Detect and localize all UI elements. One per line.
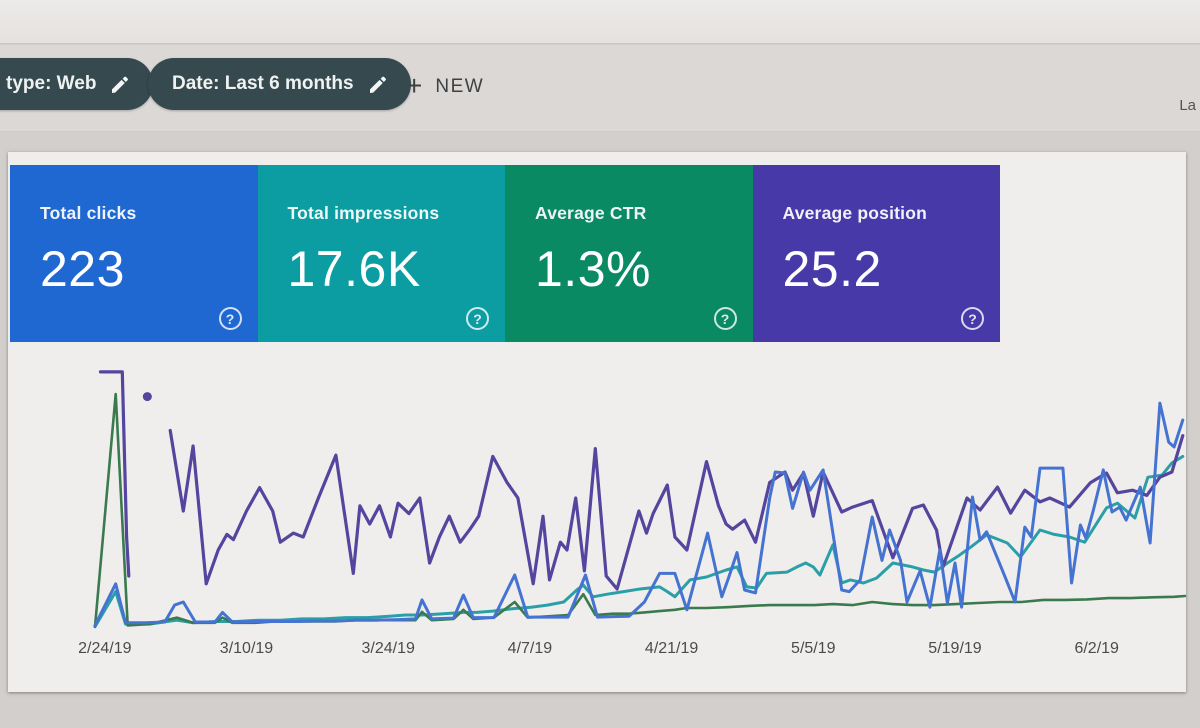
performance-panel: Total clicks 223 ? Total impressions 17.… bbox=[8, 152, 1187, 692]
pencil-icon bbox=[112, 76, 129, 93]
metric-card-value: 1.3% bbox=[535, 241, 651, 297]
new-button-label: NEW bbox=[435, 76, 485, 97]
x-axis-label: 5/19/19 bbox=[928, 640, 982, 657]
metric-card-value: 17.6K bbox=[287, 241, 421, 297]
filter-chip-label: Date: Last 6 months bbox=[172, 73, 354, 94]
metric-card-label: Total impressions bbox=[287, 203, 440, 223]
metric-card-average-ctr[interactable]: Average CTR 1.3% ? bbox=[505, 165, 753, 342]
metric-card-value: 25.2 bbox=[782, 241, 882, 297]
chart-line-average-position bbox=[98, 370, 131, 578]
help-icon[interactable]: ? bbox=[466, 307, 489, 330]
performance-line-chart bbox=[93, 368, 1187, 629]
filter-chip-search-type[interactable]: type: Web bbox=[0, 58, 154, 110]
new-filter-button[interactable]: + NEW bbox=[406, 69, 484, 105]
x-axis-label: 4/7/19 bbox=[507, 640, 553, 657]
top-header-strip bbox=[0, 0, 1200, 44]
chart-x-axis-labels: 2/24/19 3/10/19 3/24/19 4/7/19 4/21/19 5/5/19… bbox=[78, 640, 1185, 662]
metric-card-value: 223 bbox=[40, 241, 125, 297]
partial-right-text: La bbox=[1179, 97, 1196, 114]
metric-cards-row: Total clicks 223 ? Total impressions 17.… bbox=[10, 165, 1000, 342]
metric-card-total-impressions[interactable]: Total impressions 17.6K ? bbox=[257, 165, 505, 342]
plus-icon: + bbox=[406, 69, 423, 101]
chart-line-average-position bbox=[168, 428, 1185, 591]
x-axis-label: 2/24/19 bbox=[78, 640, 132, 657]
help-icon[interactable]: ? bbox=[961, 307, 984, 330]
help-icon[interactable]: ? bbox=[713, 307, 737, 330]
content-area: Total clicks 223 ? Total impressions 17.… bbox=[0, 132, 1200, 728]
x-axis-label: 4/21/19 bbox=[644, 640, 699, 657]
metric-card-label: Total clicks bbox=[40, 203, 137, 223]
x-axis-label: 3/10/19 bbox=[219, 640, 274, 657]
x-axis-label: 5/5/19 bbox=[791, 640, 836, 657]
chart-line-total-clicks bbox=[93, 401, 1185, 627]
metric-card-average-position[interactable]: Average position 25.2 ? bbox=[752, 165, 1000, 342]
metric-card-label: Average CTR bbox=[535, 203, 647, 223]
chart-canvas bbox=[93, 370, 1187, 629]
help-icon[interactable]: ? bbox=[218, 307, 242, 330]
filter-chip-date[interactable]: Date: Last 6 months bbox=[148, 58, 411, 110]
filter-bar: type: Web Date: Last 6 months + NEW La bbox=[0, 45, 1200, 132]
metric-card-label: Average position bbox=[782, 203, 928, 223]
x-axis-label: 3/24/19 bbox=[361, 640, 415, 657]
filter-chip-label: type: Web bbox=[6, 73, 97, 94]
chart-point-average-position bbox=[142, 392, 152, 402]
x-axis-label: 6/2/19 bbox=[1074, 640, 1119, 657]
metric-card-total-clicks[interactable]: Total clicks 223 ? bbox=[10, 165, 258, 342]
pencil-icon bbox=[369, 76, 386, 93]
